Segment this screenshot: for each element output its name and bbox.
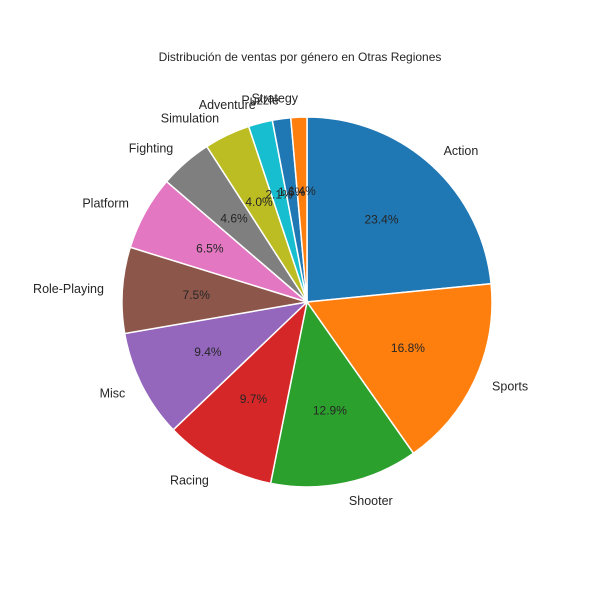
slice-racing [172, 299, 309, 485]
pct-adventure: 2.1% [265, 188, 293, 202]
slice-sports [305, 282, 493, 455]
label-shooter: Shooter [349, 494, 393, 508]
slice-shooter [269, 300, 415, 488]
chart-title: Distribución de ventas por género en Otr… [158, 50, 442, 64]
pct-shooter: 12.9% [313, 404, 347, 418]
label-racing: Racing [170, 473, 209, 487]
slice-misc [123, 300, 310, 431]
pie-slices [121, 116, 493, 488]
slice-strategy [289, 116, 308, 303]
pct-racing: 9.7% [240, 392, 268, 406]
pct-misc: 9.4% [194, 345, 222, 359]
pie-outer-labels: Action Sports Shooter Racing Misc Role-Playin… [33, 92, 528, 508]
pct-puzzle: 1.6% [278, 185, 306, 199]
pct-sports: 16.8% [391, 341, 425, 355]
slice-action [306, 116, 492, 303]
pct-action: 23.4% [364, 213, 398, 227]
label-role-playing: Role-Playing [33, 282, 104, 296]
label-simulation: Simulation [161, 111, 219, 125]
label-puzzle: Puzzle [241, 93, 279, 107]
label-action: Action [444, 144, 479, 158]
pct-fighting: 4.6% [220, 211, 248, 225]
pie-percent-labels: 23.4% 16.8% 12.9% 9.7% 9.4% 7.5% 6.5% 4.6% 4.0%2… [183, 184, 426, 418]
label-platform: Platform [82, 197, 129, 211]
label-fighting: Fighting [129, 142, 174, 156]
pct-strategy: 1.4% [288, 184, 316, 198]
pct-simulation: 4.0% [245, 195, 273, 209]
label-adventure: Adventure [199, 98, 256, 112]
pct-platform: 6.5% [196, 241, 224, 255]
label-strategy: Strategy [251, 92, 298, 106]
label-misc: Misc [100, 387, 126, 401]
pct-role-playing: 7.5% [183, 288, 211, 302]
label-sports: Sports [492, 380, 528, 394]
